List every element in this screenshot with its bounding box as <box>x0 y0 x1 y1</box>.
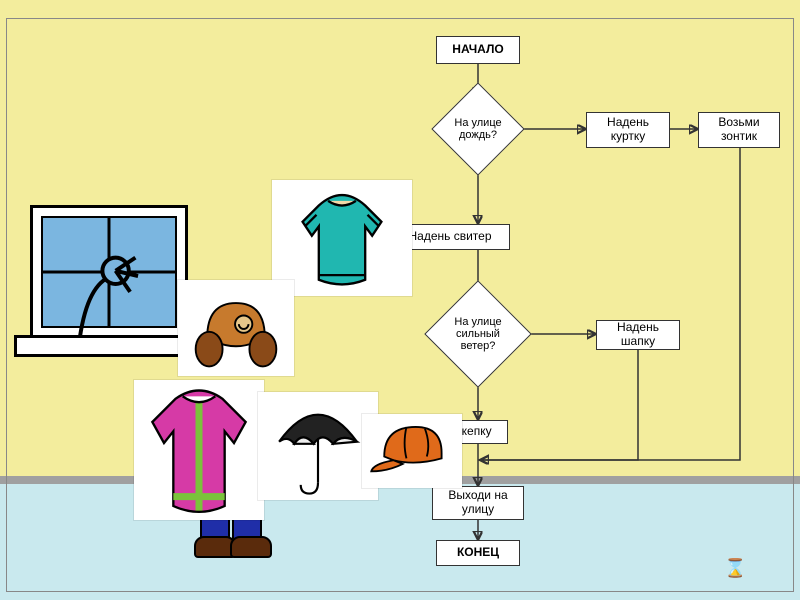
floor <box>0 480 800 600</box>
node-goout: Выходи на улицу <box>432 486 524 520</box>
window-plant-icon <box>43 218 175 350</box>
node-end: КОНЕЦ <box>436 540 520 566</box>
window-sill <box>14 335 204 357</box>
scene: НАЧАЛО На улице дождь? Надень куртку Возьми… <box>0 0 800 600</box>
winter-hat-icon <box>178 280 294 376</box>
hourglass-icon: ⌛ <box>724 558 746 579</box>
node-start: НАЧАЛО <box>436 36 520 64</box>
node-umbrella: Возьми зонтик <box>698 112 780 148</box>
node-rain: На улице дождь? <box>445 96 511 162</box>
node-hat: Надень шапку <box>596 320 680 350</box>
cap-icon <box>362 414 462 488</box>
sweater-icon <box>272 180 412 296</box>
window-glass <box>41 216 177 328</box>
window <box>30 205 188 339</box>
node-jacket: Надень куртку <box>586 112 670 148</box>
node-wind: На улице сильный ветер? <box>440 296 516 372</box>
umbrella-icon <box>258 392 378 500</box>
jacket-icon <box>134 380 264 520</box>
